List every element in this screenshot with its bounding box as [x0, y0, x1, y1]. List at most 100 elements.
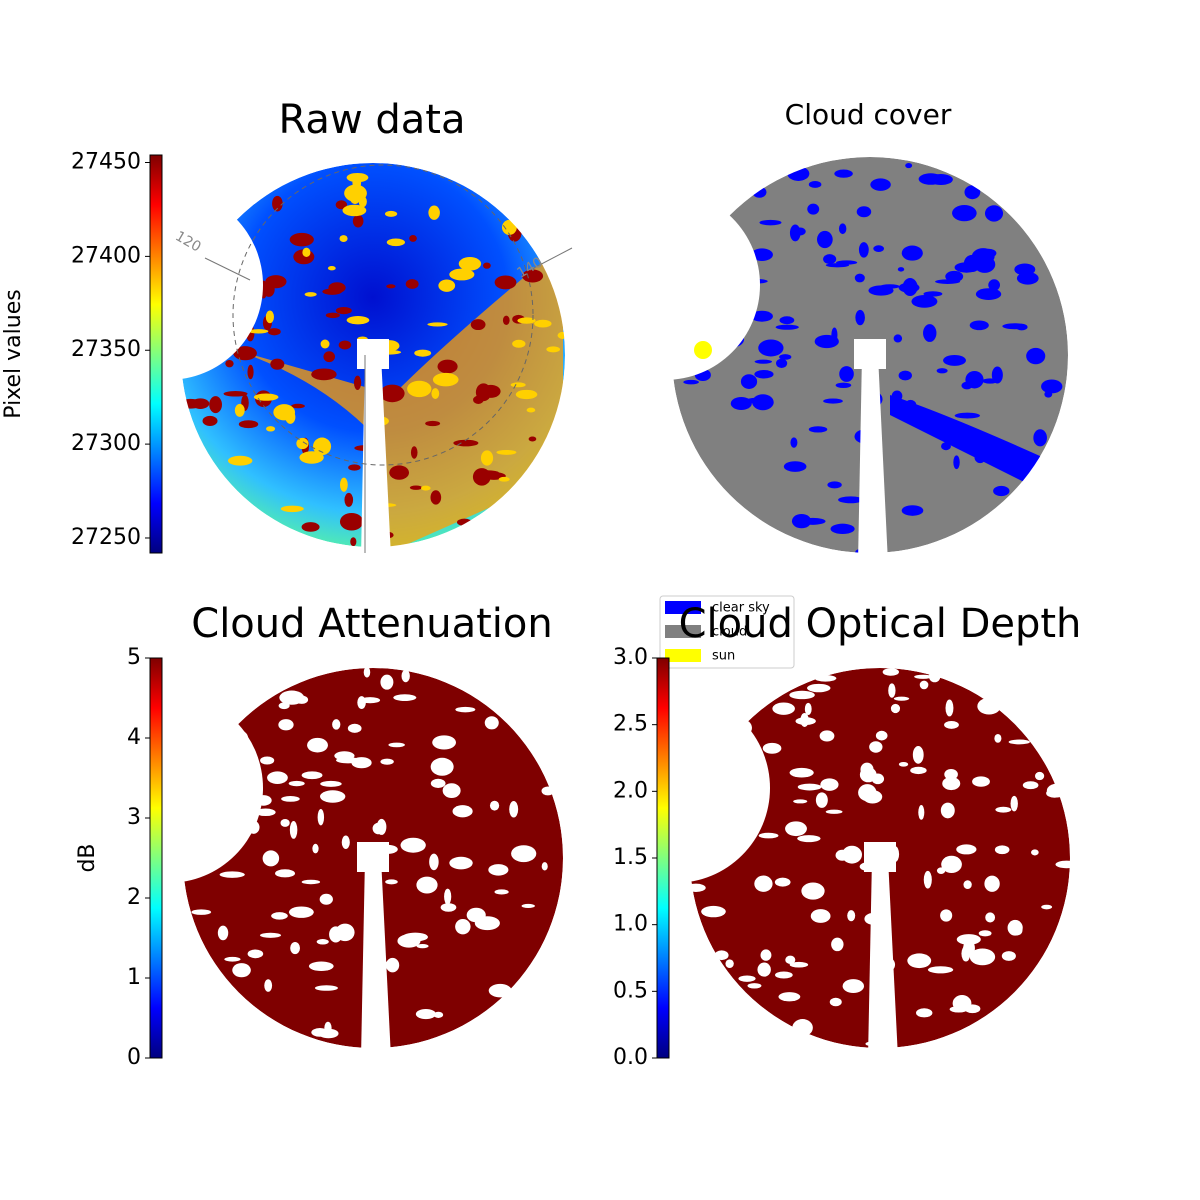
- image-patch: [793, 799, 808, 804]
- image-patch: [494, 275, 517, 290]
- sun-marker: [694, 341, 712, 359]
- image-patch: [956, 934, 981, 945]
- image-patch: [758, 339, 784, 357]
- image-patch: [342, 204, 367, 217]
- image-patch: [192, 780, 211, 798]
- image-base: [672, 157, 1068, 553]
- image-patch: [458, 256, 482, 271]
- colorbar-tick-label: 0.5: [613, 978, 648, 1003]
- image-patch: [735, 833, 744, 850]
- image-patch: [247, 820, 260, 834]
- image-patch: [1007, 919, 1023, 936]
- image-patch: [414, 349, 432, 357]
- image-patch: [322, 288, 342, 295]
- image-patch: [304, 292, 317, 297]
- image-patch: [366, 911, 375, 922]
- image-patch: [980, 248, 997, 258]
- image-patch: [898, 762, 909, 767]
- image-patch: [380, 674, 394, 690]
- image-patch: [442, 783, 461, 798]
- image-patch: [789, 961, 809, 968]
- image-patch: [759, 219, 782, 226]
- image-patch: [212, 767, 229, 783]
- image-patch: [246, 324, 255, 342]
- image-patch: [308, 961, 334, 971]
- image-patch: [367, 415, 389, 427]
- image-patch: [1046, 783, 1069, 798]
- image-patch: [804, 702, 812, 716]
- image-patch: [267, 771, 288, 784]
- image-patch: [772, 702, 795, 715]
- image-patch: [864, 913, 882, 925]
- image-patch: [496, 449, 517, 455]
- image-patch: [393, 694, 417, 702]
- image-patch: [963, 880, 972, 890]
- image-patch: [270, 358, 285, 370]
- image-patch: [858, 242, 869, 258]
- image-patch: [480, 450, 494, 466]
- image-patch: [313, 437, 332, 456]
- image-patch: [854, 273, 865, 283]
- image-patch: [178, 398, 203, 409]
- image-patch: [488, 864, 509, 876]
- colorbar-tick-label: 27300: [71, 431, 141, 456]
- image-patch: [430, 757, 454, 776]
- image-patch: [430, 778, 446, 788]
- image-patch: [347, 723, 362, 733]
- image-patch: [800, 713, 809, 727]
- image-patch: [509, 800, 519, 818]
- image-patch: [834, 169, 853, 178]
- image-patch: [248, 329, 269, 334]
- panel-title: Raw data: [279, 97, 466, 143]
- image-patch: [430, 490, 442, 505]
- image-patch: [1002, 323, 1027, 330]
- image-patch: [223, 729, 248, 746]
- image-patch: [738, 975, 756, 982]
- image-patch: [969, 948, 996, 966]
- image-patch: [224, 956, 241, 962]
- image-patch: [891, 846, 900, 862]
- image-patch: [731, 719, 752, 737]
- colorbar-tick-label: 1: [127, 965, 141, 990]
- image-patch: [400, 837, 426, 853]
- image-patch: [281, 796, 300, 802]
- image-patch: [409, 234, 417, 242]
- image-patch: [982, 378, 998, 384]
- image-patch: [949, 1006, 968, 1013]
- image-patch: [421, 485, 431, 491]
- image-patch: [232, 963, 251, 978]
- image-patch: [351, 757, 372, 769]
- image-patch: [360, 697, 381, 704]
- image-patch: [259, 932, 282, 938]
- image-patch: [339, 477, 348, 492]
- image-patch: [288, 780, 305, 787]
- image-patch: [484, 716, 499, 730]
- image-patch: [860, 762, 874, 777]
- image-patch: [1055, 860, 1078, 869]
- image-patch: [320, 339, 330, 349]
- image-patch: [945, 699, 954, 717]
- image-patch: [1034, 771, 1045, 781]
- legend-swatch: [665, 601, 701, 614]
- image-patch: [898, 370, 912, 381]
- colorbar-tick-label: 27450: [71, 150, 141, 175]
- image-patch: [893, 696, 910, 701]
- image-patch: [338, 340, 352, 350]
- colorbar-tick-label: 0: [127, 1045, 141, 1070]
- colorbar: [149, 154, 163, 554]
- image-patch: [227, 788, 253, 798]
- image-patch: [1008, 739, 1030, 745]
- colorbar-label: dB: [75, 843, 100, 872]
- image-patch: [941, 855, 962, 874]
- image-patch: [825, 809, 843, 814]
- image-patch: [285, 410, 296, 424]
- image-patch: [456, 518, 472, 526]
- image-patch: [701, 905, 726, 918]
- image-patch: [197, 855, 211, 864]
- image-patch: [522, 269, 544, 283]
- image-patch: [275, 869, 296, 878]
- image-patch: [994, 734, 1002, 743]
- legend-swatch: [665, 625, 701, 638]
- image-patch: [800, 517, 826, 525]
- image-patch: [332, 719, 341, 730]
